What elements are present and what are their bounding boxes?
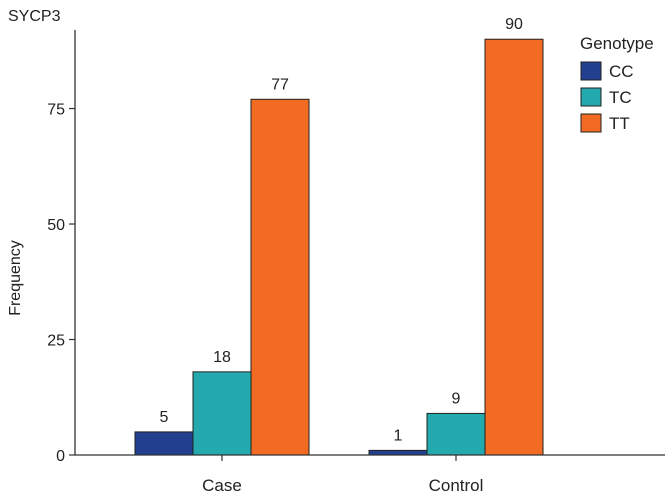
data-label: 77 [271, 76, 289, 93]
chart-title: SYCP3 [8, 8, 61, 25]
data-label: 1 [394, 427, 403, 444]
bars-group: 5 18 77 1 9 90 [134, 16, 544, 456]
y-tick-label: 0 [56, 448, 65, 465]
legend-label-tt: TT [609, 114, 630, 133]
axes-frame [74, 30, 665, 456]
legend-swatch-tc [580, 87, 602, 107]
legend-label-tc: TC [609, 88, 632, 107]
bar-cc-case [134, 431, 194, 456]
y-tick-label: 25 [47, 333, 65, 350]
bar-cc-control [368, 449, 428, 456]
data-label: 90 [505, 16, 523, 33]
y-tick-label: 75 [47, 102, 65, 119]
y-axis-ticks: 0 25 50 75 [47, 102, 75, 465]
legend-swatch-cc [580, 61, 602, 81]
data-label: 5 [160, 409, 169, 426]
legend-label-cc: CC [609, 62, 634, 81]
x-tick-label: Case [202, 476, 242, 495]
bar-tc-case [192, 371, 252, 456]
legend-swatch-tt [580, 113, 602, 133]
bar-tt-control [484, 38, 544, 456]
y-tick-label: 50 [47, 217, 65, 234]
bar-tc-control [426, 412, 486, 456]
data-label: 18 [213, 349, 231, 366]
x-tick-label: Control [429, 476, 484, 495]
x-axis-ticks: Case Control [202, 455, 483, 495]
legend-title: Genotype [580, 34, 654, 53]
data-label: 9 [452, 390, 461, 407]
y-axis-label: Frequency [7, 240, 24, 316]
legend: Genotype CC TC TT [580, 34, 654, 133]
bar-tt-case [250, 98, 310, 456]
